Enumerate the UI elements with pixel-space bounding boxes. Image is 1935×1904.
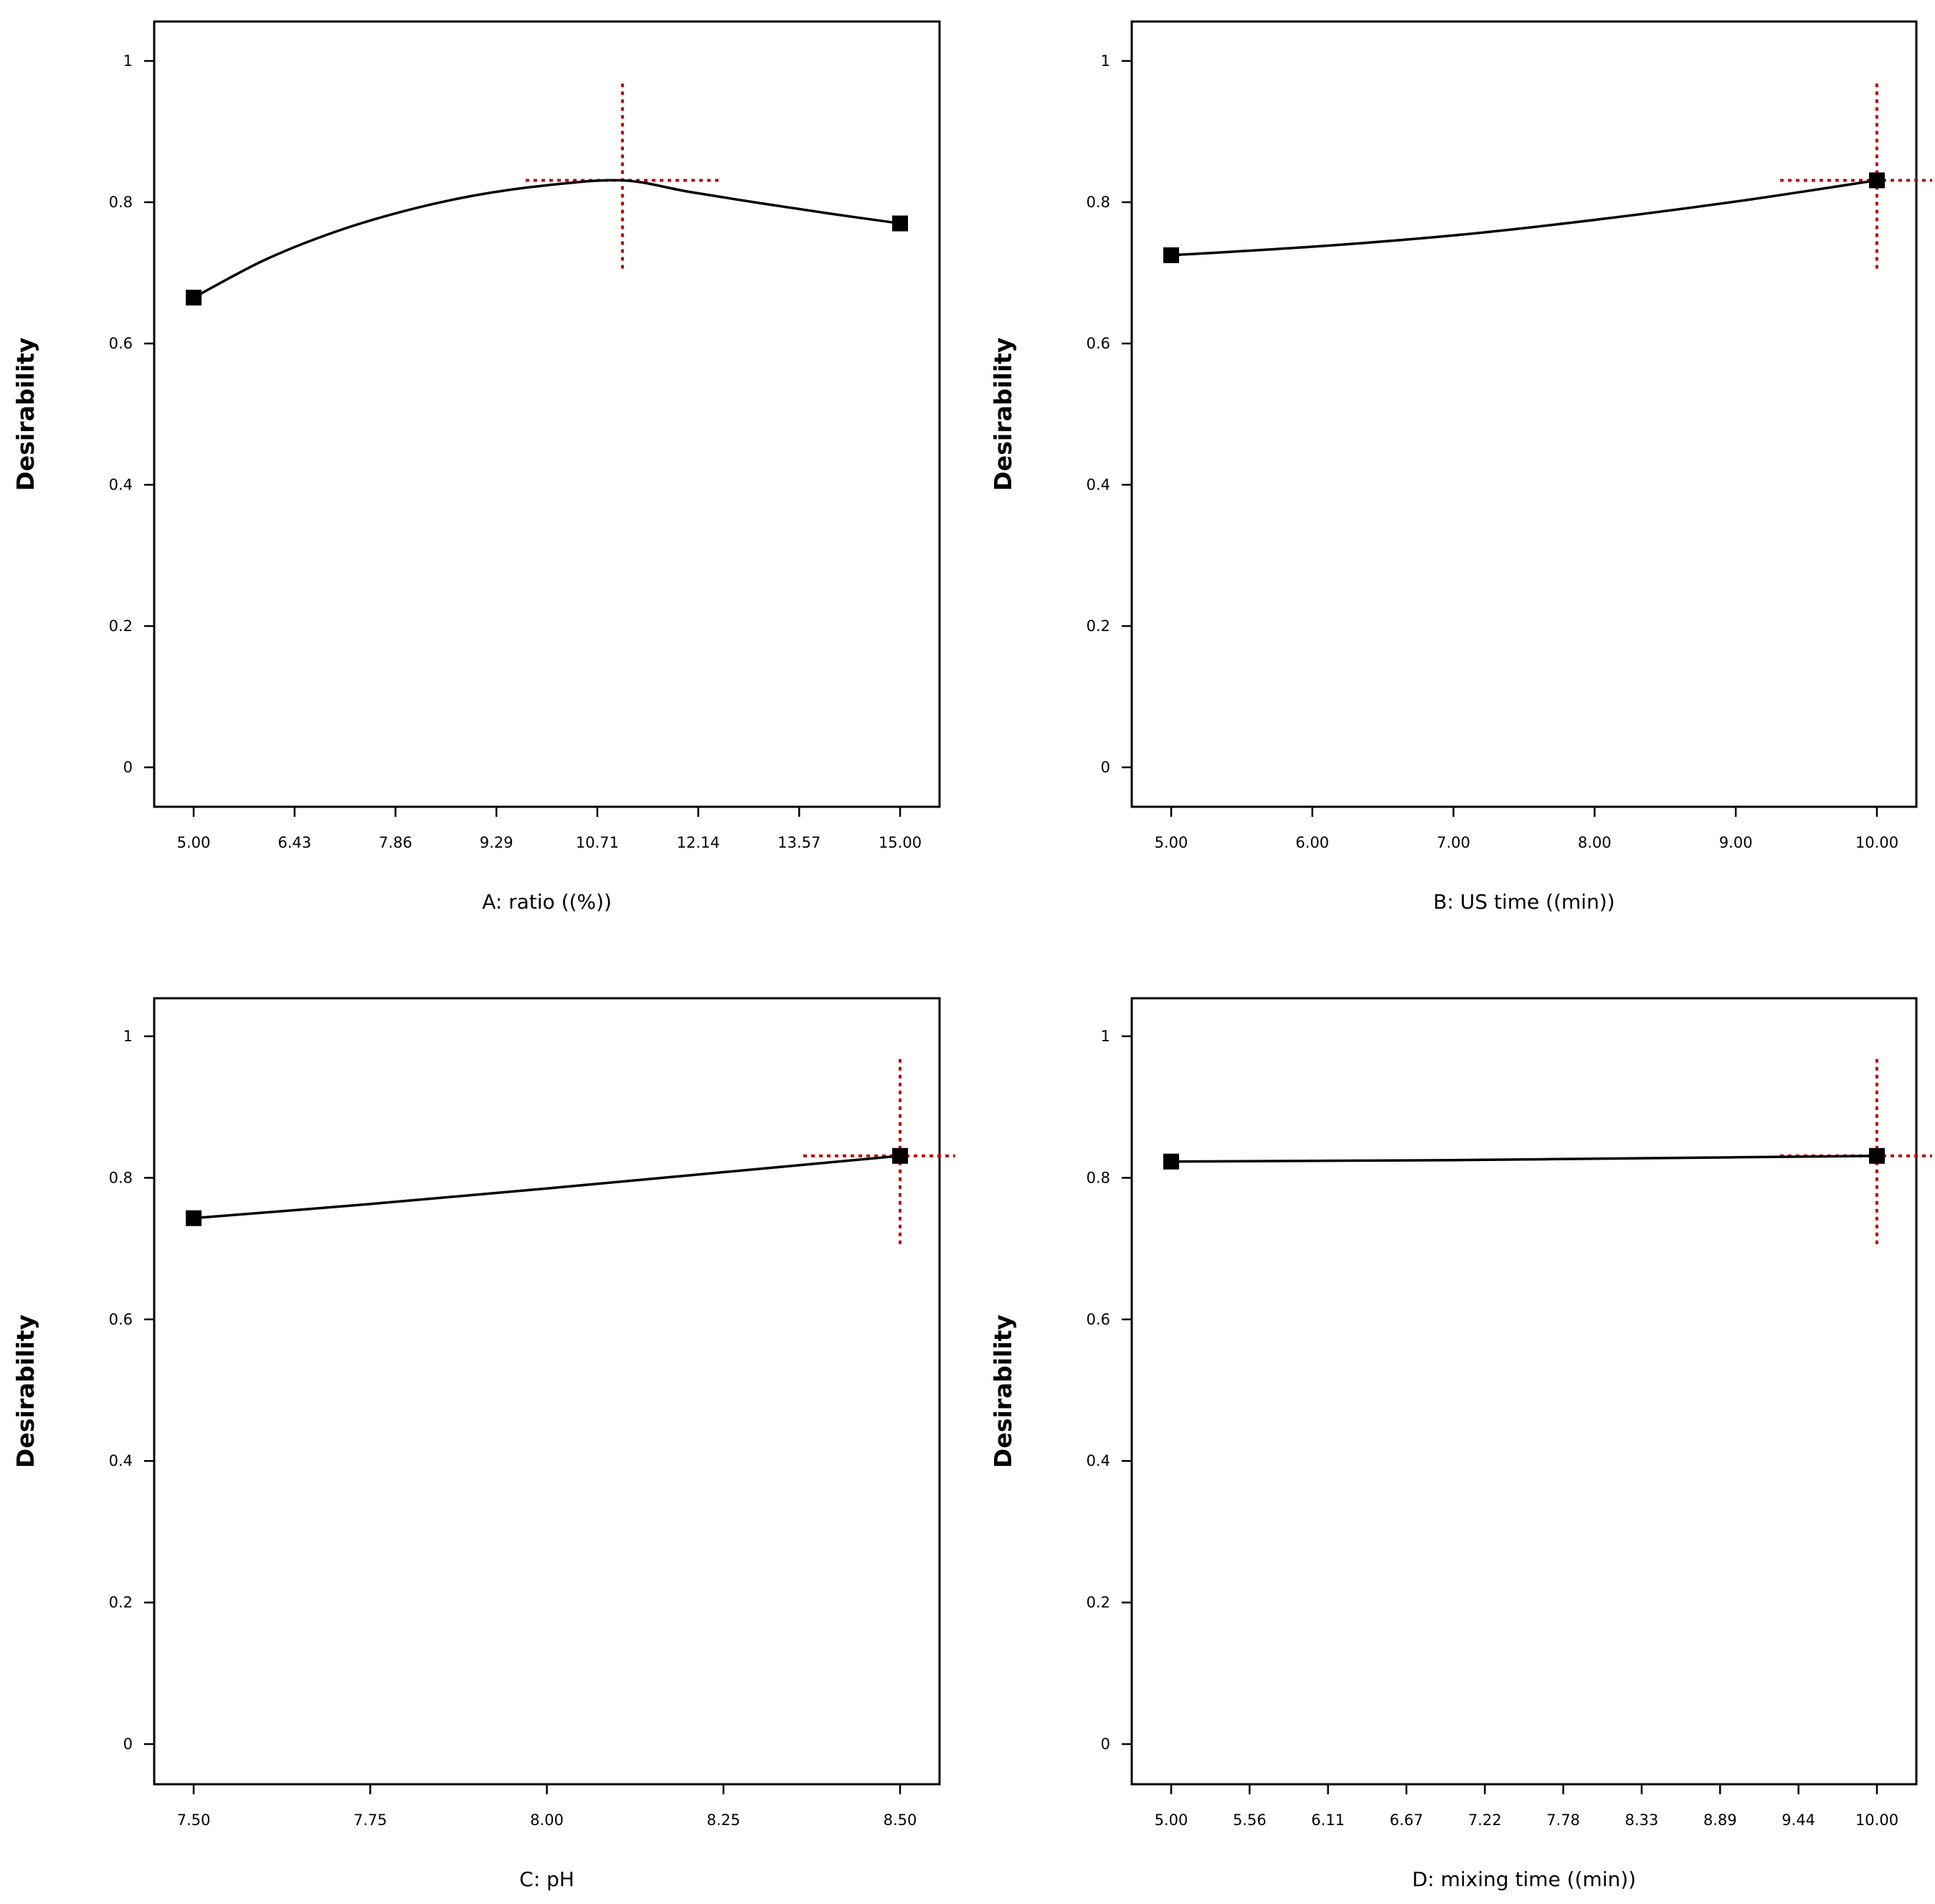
- x-tick-label: 5.00: [177, 834, 211, 851]
- x-axis-label: C: pH: [519, 1867, 574, 1891]
- x-tick-label: 9.29: [480, 834, 514, 851]
- y-tick-label: 0: [1101, 759, 1110, 776]
- x-tick-label: 5.00: [1155, 1811, 1188, 1829]
- x-tick-label: 8.50: [884, 1811, 917, 1829]
- y-axis-label: Desirability: [989, 337, 1017, 491]
- y-tick-label: 0: [1101, 1735, 1110, 1753]
- y-axis-label: Desirability: [11, 1315, 39, 1468]
- x-axis-label: B: US time ((min)): [1433, 890, 1614, 914]
- y-tick-label: 0.2: [1087, 1594, 1110, 1611]
- x-axis-label: A: ratio ((%)): [482, 890, 612, 914]
- x-tick-label: 8.33: [1625, 1811, 1659, 1829]
- x-tick-label: 10.00: [1855, 1811, 1898, 1829]
- endpoint-marker: [892, 1147, 908, 1164]
- endpoint-marker: [1163, 247, 1179, 263]
- chart-panel-3: 0 0.2 0.4 0.6 0.8 1 7.50 7.75 8.00 8.25 8.50 C: pH D…: [11, 997, 955, 1891]
- plot-frame: [1130, 20, 1918, 808]
- x-tick-label: 6.00: [1295, 834, 1329, 851]
- desirability-curve: [1170, 179, 1878, 257]
- x-tick-label: 6.67: [1390, 1811, 1424, 1829]
- x-tick-label: 6.43: [278, 834, 311, 851]
- y-tick-label: 0.2: [1087, 617, 1110, 635]
- y-tick-label: 0: [123, 759, 133, 776]
- x-tick-label: 13.57: [777, 834, 820, 851]
- endpoint-marker: [1869, 172, 1885, 189]
- desirability-curve: [193, 179, 901, 299]
- plot-frame: [1130, 997, 1918, 1786]
- x-tick-label: 7.78: [1546, 1811, 1580, 1829]
- x-tick-label: 9.44: [1782, 1811, 1815, 1829]
- desirability-curve: [1170, 1155, 1878, 1163]
- y-tick-label: 1: [1101, 52, 1110, 70]
- x-tick-label: 12.14: [677, 834, 720, 851]
- plot-frame: [153, 20, 941, 808]
- chart-panel-2: 0 0.2 0.4 0.6 0.8 1 5.00 6.00 7.00 8.00 9.00 10.00 B…: [989, 20, 1932, 914]
- y-tick-label: 0.8: [109, 1169, 133, 1186]
- x-tick-label: 7.00: [1437, 834, 1470, 851]
- y-tick-label: 0.8: [1087, 194, 1110, 211]
- y-tick-label: 0.6: [109, 335, 133, 352]
- y-tick-label: 1: [123, 1028, 133, 1045]
- x-tick-label: 9.00: [1719, 834, 1753, 851]
- x-tick-label: 7.50: [177, 1811, 211, 1829]
- y-tick-label: 0.4: [1087, 1452, 1110, 1469]
- x-tick-label: 5.56: [1233, 1811, 1267, 1829]
- endpoint-marker: [186, 289, 202, 306]
- desirability-curve: [193, 1155, 901, 1220]
- x-tick-label: 7.22: [1468, 1811, 1502, 1829]
- x-tick-label: 10.00: [1855, 834, 1898, 851]
- x-tick-label: 15.00: [879, 834, 922, 851]
- x-tick-label: 6.11: [1311, 1811, 1345, 1829]
- plot-frame: [153, 997, 941, 1786]
- endpoint-marker: [186, 1210, 202, 1226]
- y-tick-label: 0.6: [1087, 1311, 1110, 1328]
- y-axis-label: Desirability: [989, 1315, 1017, 1468]
- y-tick-label: 1: [1101, 1028, 1110, 1045]
- y-tick-label: 1: [123, 52, 133, 70]
- x-tick-label: 10.71: [576, 834, 619, 851]
- x-tick-label: 8.00: [1578, 834, 1612, 851]
- y-tick-label: 0.8: [1087, 1169, 1110, 1186]
- y-tick-label: 0.2: [109, 617, 133, 635]
- x-tick-label: 7.86: [379, 834, 412, 851]
- x-tick-label: 8.89: [1703, 1811, 1737, 1829]
- y-tick-label: 0.2: [109, 1594, 133, 1611]
- y-tick-label: 0.4: [109, 476, 133, 493]
- x-tick-label: 8.00: [530, 1811, 564, 1829]
- y-tick-label: 0.6: [1087, 335, 1110, 352]
- x-tick-label: 7.75: [354, 1811, 387, 1829]
- x-tick-label: 5.00: [1155, 834, 1188, 851]
- y-tick-label: 0.8: [109, 194, 133, 211]
- chart-panel-1: 00.20.40.60.815.00 6.43 7.86 9.29 10.71 12.14…: [11, 20, 941, 914]
- x-axis-label: D: mixing time ((min)): [1412, 1867, 1636, 1891]
- chart-panel-4: 0 0.2 0.4 0.6 0.8 1 5.00 5.56 6.11 6.67 7.22 7.78 8.…: [989, 997, 1932, 1891]
- y-tick-label: 0.4: [109, 1452, 133, 1469]
- y-axis-label: Desirability: [11, 337, 39, 491]
- endpoint-marker: [892, 215, 908, 232]
- y-tick-label: 0.4: [1087, 476, 1110, 493]
- endpoint-marker: [1163, 1153, 1179, 1170]
- endpoint-marker: [1869, 1147, 1885, 1164]
- y-tick-label: 0.6: [109, 1311, 133, 1328]
- y-tick-label: 0: [123, 1735, 133, 1753]
- x-tick-label: 8.25: [706, 1811, 740, 1829]
